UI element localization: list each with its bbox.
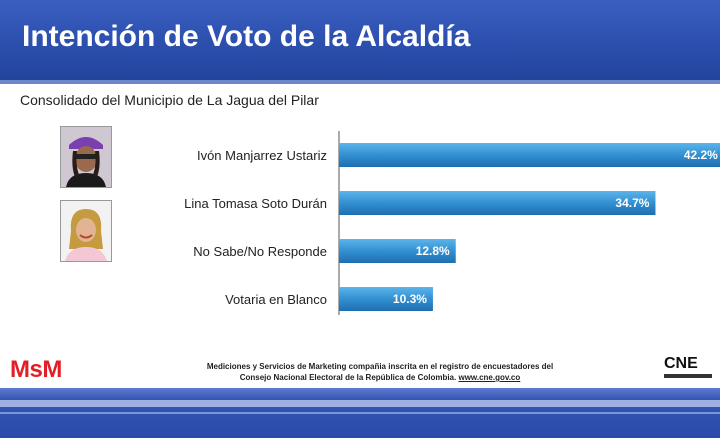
footer-disclaimer: Mediciones y Servicios de Marketing comp…	[170, 361, 590, 383]
category-label-3: No Sabe/No Responde	[193, 244, 327, 259]
msm-logo: MsM	[10, 356, 62, 383]
cne-logo: CNE	[664, 356, 714, 382]
page-title: Intención de Voto de la Alcaldía	[22, 20, 471, 53]
value-label-2: 34.7%	[615, 196, 649, 210]
header-divider	[0, 80, 720, 84]
bar-1	[339, 143, 720, 167]
footer-band-line	[0, 412, 720, 414]
candidate-photo-1	[60, 126, 112, 188]
footer-line-2-text: Consejo Nacional Electoral de la Repúbli…	[239, 373, 457, 382]
candidate-photo-2	[60, 200, 112, 262]
footer-band	[0, 400, 720, 407]
footer-line-2: Consejo Nacional Electoral de la Repúbli…	[170, 372, 590, 383]
footer-line-1: Mediciones y Servicios de Marketing comp…	[206, 362, 554, 371]
header-bar	[0, 0, 720, 80]
bar-3	[339, 239, 456, 263]
category-label-2: Lina Tomasa Soto Durán	[184, 196, 327, 211]
cne-logo-text: CNE	[664, 355, 698, 372]
bar-4	[339, 287, 433, 311]
value-label-3: 12.8%	[416, 244, 450, 258]
value-label-1: 42.2%	[684, 148, 718, 162]
category-label-4: Votaria en Blanco	[225, 292, 327, 307]
value-label-4: 10.3%	[393, 292, 427, 306]
cne-logo-band	[664, 374, 712, 378]
cne-link[interactable]: www.cne.gov.co	[458, 373, 521, 382]
category-label-1: Ivón Manjarrez Ustariz	[197, 148, 327, 163]
chart-subtitle: Consolidado del Municipio de La Jagua de…	[20, 92, 319, 108]
bar-2	[339, 191, 656, 215]
